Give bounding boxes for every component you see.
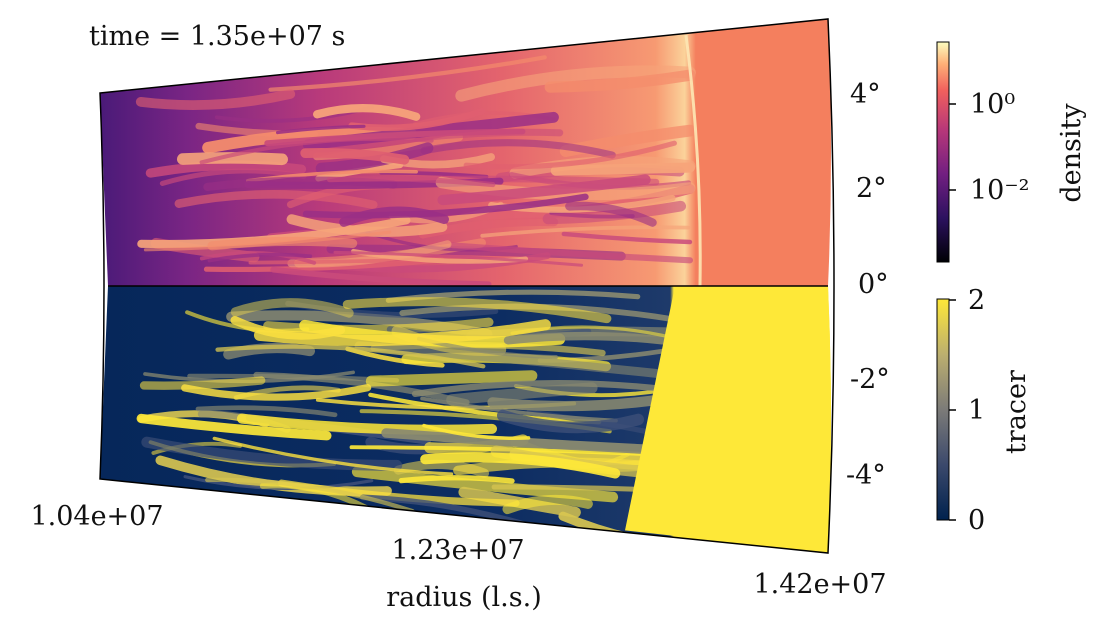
density-filament <box>550 162 696 176</box>
tracer-filament <box>420 396 618 423</box>
density-filament <box>565 201 657 227</box>
density-panel <box>100 19 831 287</box>
density-colorbar-label: density <box>1056 103 1087 203</box>
tracer-colorbar-tick-label: 1 <box>968 395 985 426</box>
density-filament <box>333 250 584 267</box>
angle-tick-label: 0° <box>858 269 889 300</box>
angle-tick-label: 4° <box>850 79 881 110</box>
density-filament <box>463 140 677 170</box>
radius-axis-label: radius (l.s.) <box>386 582 541 613</box>
density-filament <box>420 139 616 159</box>
radial-tick-label: 1.23e+07 <box>391 535 524 566</box>
density-colorbar-tick-label: 10⁰ <box>970 89 1015 120</box>
tracer-filament <box>195 405 338 418</box>
tracer-filament <box>230 298 354 318</box>
density-filament <box>315 142 434 174</box>
density-filament <box>455 65 696 102</box>
density-shock-front <box>684 34 702 287</box>
radial-tick-label: 1.04e+07 <box>30 501 163 532</box>
tracer-filament <box>345 346 445 368</box>
tracer-panel <box>100 286 831 553</box>
density-filament <box>199 250 317 265</box>
tracer-filament <box>411 380 669 398</box>
density-filament <box>450 242 694 264</box>
density-filament <box>435 176 696 201</box>
tracer-colorbar-label: tracer <box>1001 370 1032 454</box>
density-filament <box>542 200 687 225</box>
density-filament <box>339 206 449 227</box>
wedge-outline <box>99 18 835 554</box>
density-filament <box>159 168 307 186</box>
tracer-filament <box>351 466 619 503</box>
tracer-filament <box>212 436 454 476</box>
tracer-filament <box>502 494 593 515</box>
density-filament <box>207 236 358 251</box>
tracer-filament <box>446 382 598 406</box>
tracer-filament <box>398 475 515 484</box>
density-colorbar-tick-label: 10⁻² <box>970 175 1029 206</box>
density-filament <box>135 89 296 110</box>
density-filament <box>313 103 421 121</box>
tracer-filament <box>422 423 531 440</box>
tracer-filament <box>354 341 661 378</box>
tracer-filament <box>365 370 538 387</box>
density-filament <box>270 266 492 286</box>
density-filament <box>174 189 378 210</box>
density-filament <box>544 69 696 93</box>
density-filament <box>300 147 410 165</box>
density-filament <box>176 152 288 166</box>
density-colorbar: 10⁰ 10⁻² density <box>936 41 1087 263</box>
tracer-filament <box>381 428 675 456</box>
tracer-filament <box>263 317 494 335</box>
tracer-filament <box>342 297 612 324</box>
tracer-filament <box>205 477 415 514</box>
density-structures <box>135 55 696 286</box>
angle-tick-label: -4° <box>846 460 886 491</box>
angle-tick-label: 2° <box>856 173 887 204</box>
density-filament <box>264 128 526 147</box>
density-filament <box>268 55 547 92</box>
density-filament <box>302 193 589 219</box>
tracer-colorbar: 2 1 0 tracer <box>936 285 1032 536</box>
tracer-filament <box>236 413 498 435</box>
tracer-unshocked-region <box>625 286 831 553</box>
density-filament <box>207 252 313 263</box>
tracer-colorbar-gradient <box>936 298 950 521</box>
density-filament <box>561 231 693 245</box>
tracer-filament <box>496 409 645 434</box>
tracer-filament <box>359 494 527 527</box>
density-filament <box>145 160 307 178</box>
tracer-filament <box>139 376 266 390</box>
density-filament <box>480 225 691 238</box>
density-filament <box>195 122 319 138</box>
tracer-filament <box>181 383 372 401</box>
radial-tick-label: 1.42e+07 <box>753 569 886 600</box>
tracer-colorbar-tick-label: 2 <box>968 285 985 316</box>
tracer-filament <box>420 452 621 479</box>
angle-tick-label: -2° <box>850 364 890 395</box>
tracer-filament <box>215 344 486 369</box>
density-filament <box>348 107 486 131</box>
density-filament <box>437 174 651 206</box>
density-colorbar-gradient <box>936 41 950 263</box>
tracer-structures <box>136 289 696 551</box>
tracer-colorbar-tick-label: 0 <box>968 505 985 536</box>
tracer-filament <box>136 413 332 441</box>
plot-title: time = 1.35e+07 s <box>89 21 345 52</box>
density-filament <box>203 257 445 273</box>
tracer-filament <box>368 392 602 425</box>
tracer-filament <box>253 319 551 347</box>
density-filament <box>275 124 366 135</box>
density-filament <box>326 176 496 188</box>
